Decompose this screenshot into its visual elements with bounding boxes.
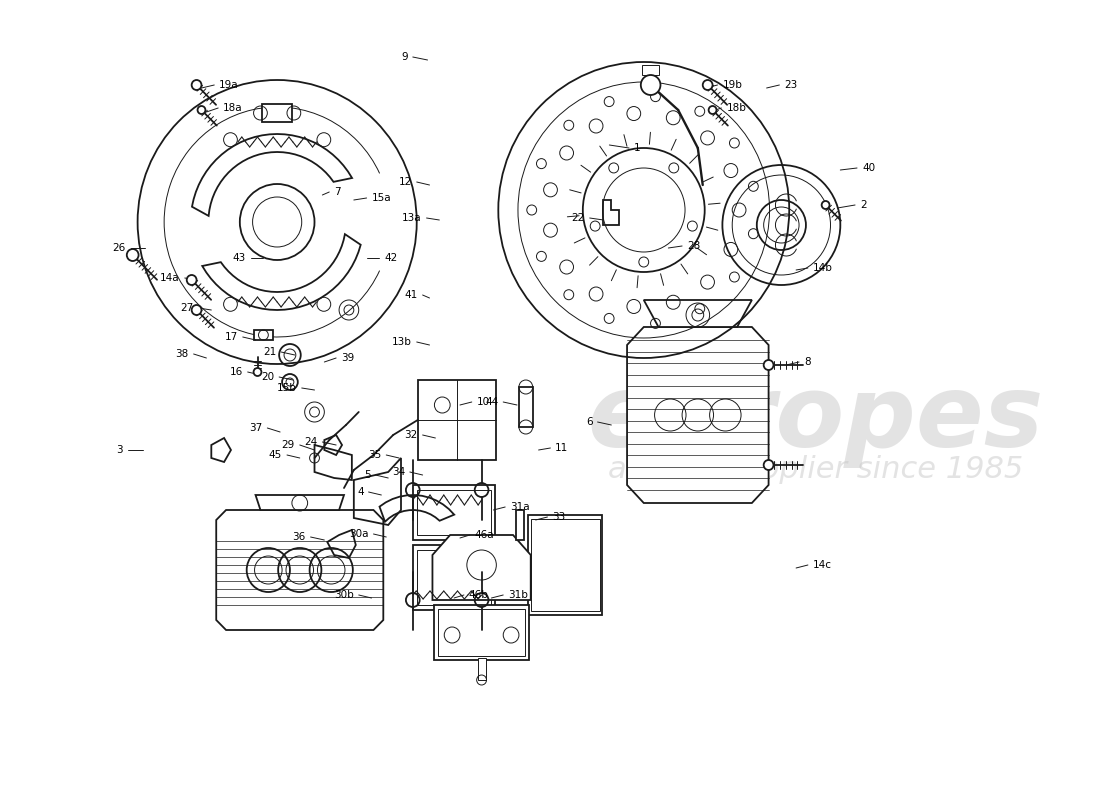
Bar — [412, 545, 495, 610]
Polygon shape — [432, 535, 530, 600]
Text: 24: 24 — [305, 437, 318, 447]
Bar — [412, 485, 495, 540]
Text: 23: 23 — [784, 80, 798, 90]
Circle shape — [198, 106, 206, 114]
Circle shape — [763, 360, 773, 370]
Text: 26: 26 — [112, 243, 125, 253]
Text: 43: 43 — [232, 253, 245, 263]
Circle shape — [641, 75, 660, 95]
Circle shape — [822, 201, 829, 209]
Text: 8: 8 — [804, 357, 811, 367]
Text: 15b: 15b — [277, 383, 297, 393]
Text: 16: 16 — [230, 367, 243, 377]
Text: 9: 9 — [402, 52, 408, 62]
Text: 17: 17 — [224, 332, 238, 342]
Bar — [477, 658, 485, 680]
Text: 15a: 15a — [372, 193, 392, 203]
Text: 45: 45 — [268, 450, 282, 460]
Text: 30a: 30a — [349, 529, 368, 539]
Polygon shape — [644, 300, 752, 327]
Text: 28: 28 — [688, 241, 701, 251]
Text: europes: europes — [587, 371, 1044, 469]
Text: 13a: 13a — [402, 213, 421, 223]
Text: 14c: 14c — [813, 560, 832, 570]
Text: 38: 38 — [176, 349, 189, 359]
Text: 14a: 14a — [161, 273, 180, 283]
Bar — [263, 104, 292, 122]
Circle shape — [254, 368, 262, 376]
Bar — [254, 330, 273, 340]
Text: 11: 11 — [556, 443, 569, 453]
Text: 6: 6 — [586, 417, 593, 427]
Text: 3: 3 — [117, 445, 123, 455]
Text: 5: 5 — [364, 470, 371, 480]
Bar — [438, 609, 525, 656]
Bar — [641, 65, 660, 75]
Text: 22: 22 — [572, 213, 585, 223]
Polygon shape — [255, 495, 344, 510]
Text: 10: 10 — [476, 397, 490, 407]
Text: 29: 29 — [282, 440, 295, 450]
Bar — [417, 490, 492, 535]
Text: 44: 44 — [485, 397, 498, 407]
Circle shape — [763, 460, 773, 470]
Text: 32: 32 — [405, 430, 418, 440]
Text: 14b: 14b — [813, 263, 833, 273]
Bar — [434, 605, 529, 660]
Text: 20: 20 — [261, 372, 274, 382]
Text: 35: 35 — [368, 450, 382, 460]
Text: 46b: 46b — [469, 590, 488, 600]
Circle shape — [191, 305, 201, 315]
Polygon shape — [217, 510, 383, 630]
Text: 1: 1 — [634, 143, 640, 153]
Text: 2: 2 — [860, 200, 867, 210]
Text: 4: 4 — [358, 487, 364, 497]
Circle shape — [708, 106, 716, 114]
Text: 31b: 31b — [508, 590, 528, 600]
Text: 33: 33 — [552, 512, 565, 522]
Bar — [418, 380, 496, 460]
Text: 46a: 46a — [475, 530, 494, 540]
Text: 37: 37 — [250, 423, 263, 433]
Text: 36: 36 — [293, 532, 306, 542]
Text: 12: 12 — [398, 177, 411, 187]
Text: 13b: 13b — [392, 337, 411, 347]
Circle shape — [187, 275, 197, 285]
Text: 31a: 31a — [510, 502, 530, 512]
Text: 19a: 19a — [219, 80, 239, 90]
Text: 39: 39 — [341, 353, 354, 363]
Text: 42: 42 — [384, 253, 397, 263]
Bar — [530, 519, 600, 611]
Text: 30b: 30b — [334, 590, 354, 600]
Circle shape — [126, 249, 139, 261]
Text: a parts supplier since 1985: a parts supplier since 1985 — [608, 455, 1023, 485]
Bar — [519, 387, 532, 427]
Text: 41: 41 — [405, 290, 418, 300]
Bar — [528, 515, 603, 615]
Text: 7: 7 — [334, 187, 341, 197]
Text: 18b: 18b — [726, 103, 746, 113]
Circle shape — [191, 80, 201, 90]
Circle shape — [703, 80, 713, 90]
Text: 34: 34 — [392, 467, 405, 477]
Polygon shape — [627, 327, 769, 503]
Text: 27: 27 — [180, 303, 194, 313]
Bar — [417, 550, 492, 605]
Text: 18a: 18a — [223, 103, 243, 113]
Bar — [516, 510, 524, 540]
Text: 21: 21 — [263, 347, 276, 357]
Text: 40: 40 — [862, 163, 876, 173]
Text: 19b: 19b — [723, 80, 743, 90]
